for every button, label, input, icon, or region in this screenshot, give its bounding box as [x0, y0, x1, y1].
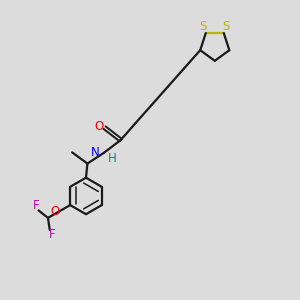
Text: O: O — [51, 205, 60, 218]
Text: H: H — [107, 152, 116, 165]
Text: F: F — [33, 199, 39, 212]
Text: S: S — [222, 20, 230, 33]
Text: O: O — [94, 120, 104, 133]
Text: S: S — [200, 20, 207, 33]
Text: F: F — [49, 228, 56, 241]
Text: N: N — [91, 146, 100, 160]
